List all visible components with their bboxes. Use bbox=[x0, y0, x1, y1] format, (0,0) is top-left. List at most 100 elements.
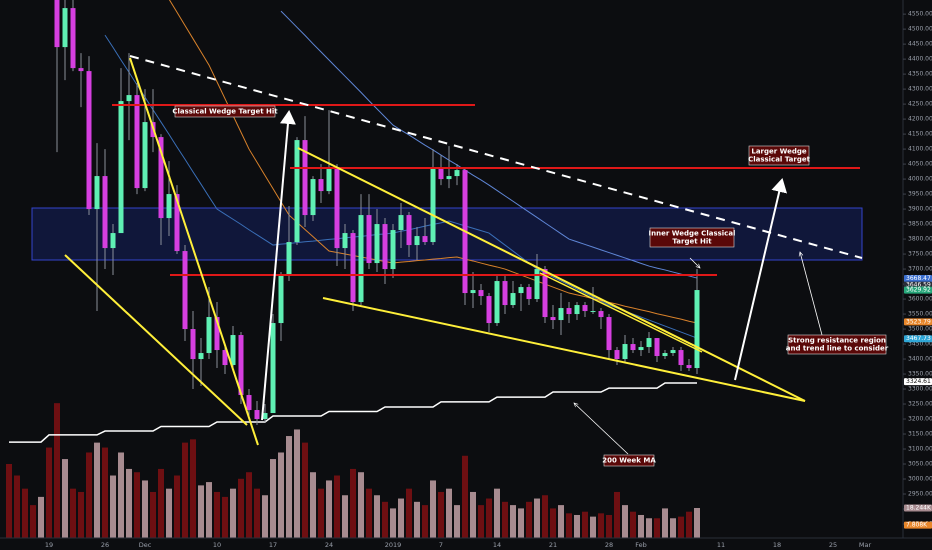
candle-body bbox=[310, 179, 316, 216]
volume-bar bbox=[462, 455, 468, 538]
price-tag-label: 3646.59 bbox=[906, 282, 931, 289]
candle-body bbox=[126, 95, 132, 102]
candle-body bbox=[230, 335, 236, 366]
candle-body bbox=[54, 0, 60, 48]
volume-bar bbox=[94, 442, 100, 538]
y-tick-label: 4300.00 bbox=[908, 86, 932, 93]
volume-bar bbox=[78, 491, 84, 538]
y-tick-label: 4550.00 bbox=[908, 11, 932, 18]
volume-bar bbox=[350, 468, 356, 538]
volume-bar bbox=[118, 452, 124, 538]
dashed-trendline bbox=[129, 55, 863, 259]
volume-bar bbox=[358, 472, 364, 538]
candle-body bbox=[534, 269, 540, 300]
x-tick-label: 25 bbox=[829, 541, 837, 549]
annotation-text: Strong resistance region bbox=[788, 337, 886, 345]
y-tick-label: 3700.00 bbox=[908, 266, 932, 273]
candle-body bbox=[110, 233, 116, 249]
annotation-text: 200 Week MA bbox=[602, 457, 656, 465]
candle-body bbox=[86, 71, 92, 210]
volume-bar bbox=[406, 488, 412, 538]
candle-body bbox=[662, 353, 668, 357]
volume-bar bbox=[310, 472, 316, 538]
y-tick-label: 3800.00 bbox=[908, 236, 932, 243]
candle-body bbox=[654, 338, 660, 357]
candle-body bbox=[590, 311, 596, 313]
volume-bar bbox=[646, 518, 652, 538]
y-tick-label: 4350.00 bbox=[908, 71, 932, 78]
x-tick-label: 17 bbox=[269, 541, 277, 549]
candle-body bbox=[278, 275, 284, 324]
candle-body bbox=[182, 251, 188, 330]
volume-bar bbox=[398, 498, 404, 538]
y-tick-label: 3750.00 bbox=[908, 251, 932, 258]
volume-bar bbox=[270, 459, 276, 538]
arrow bbox=[574, 403, 629, 455]
wedge-line bbox=[539, 272, 703, 353]
volume-bar bbox=[494, 488, 500, 538]
volume-bar bbox=[102, 447, 108, 538]
candle-body bbox=[166, 194, 172, 219]
candle-body bbox=[214, 317, 220, 351]
y-tick-label: 4000.00 bbox=[908, 176, 932, 183]
volume-pane bbox=[6, 403, 700, 538]
candle-body bbox=[566, 308, 572, 315]
y-tick-label: 3900.00 bbox=[908, 206, 932, 213]
candle-body bbox=[254, 410, 260, 420]
annotation-text: Inner Wedge Classical bbox=[649, 230, 736, 238]
volume-bar bbox=[446, 488, 452, 538]
x-tick-label: 14 bbox=[493, 541, 501, 549]
y-tick-label: 3300.00 bbox=[908, 386, 932, 393]
candle-body bbox=[550, 317, 556, 321]
volume-bar bbox=[326, 480, 332, 538]
volume-bar bbox=[502, 501, 508, 538]
candle-body bbox=[286, 242, 292, 276]
volume-bar bbox=[694, 507, 700, 538]
volume-bar bbox=[246, 472, 252, 538]
x-tick-label: 26 bbox=[101, 541, 109, 549]
candle-body bbox=[398, 215, 404, 231]
volume-bar bbox=[686, 511, 692, 538]
candle-body bbox=[382, 224, 388, 270]
candle-body bbox=[430, 167, 436, 243]
volume-bar bbox=[518, 508, 524, 538]
volume-bar bbox=[30, 505, 36, 538]
y-tick-label: 3200.00 bbox=[908, 416, 932, 423]
y-tick-label: 4100.00 bbox=[908, 146, 932, 153]
y-tick-label: 3400.00 bbox=[908, 356, 932, 363]
candle-body bbox=[478, 290, 484, 297]
candle-body bbox=[670, 350, 676, 354]
candle-body bbox=[78, 68, 84, 72]
candle-body bbox=[262, 413, 268, 420]
volume-bar bbox=[670, 518, 676, 538]
annotation-box bbox=[748, 145, 810, 166]
candle-body bbox=[102, 176, 108, 249]
volume-bar bbox=[542, 495, 548, 538]
volume-bar bbox=[438, 491, 444, 538]
candle-body bbox=[438, 167, 444, 180]
volume-bar bbox=[662, 508, 668, 538]
volume-bar bbox=[566, 513, 572, 538]
drawings bbox=[64, 55, 863, 455]
arrow bbox=[689, 257, 700, 268]
volume-bar bbox=[366, 488, 372, 538]
candle-body bbox=[446, 176, 452, 180]
candle-body bbox=[342, 233, 348, 249]
candle-body bbox=[366, 215, 372, 264]
price-tag bbox=[904, 318, 932, 326]
candle-body bbox=[318, 179, 324, 192]
candle-body bbox=[606, 317, 612, 351]
candle-body bbox=[470, 290, 476, 294]
volume-bar bbox=[550, 508, 556, 538]
y-tick-label: 3250.00 bbox=[908, 401, 932, 408]
volume-bar bbox=[590, 516, 596, 538]
volume-bar bbox=[582, 511, 588, 538]
x-tick-label: 2019 bbox=[385, 541, 402, 549]
resistance-region bbox=[31, 207, 863, 261]
y-tick-label: 3100.00 bbox=[908, 446, 932, 453]
volume-bar bbox=[574, 514, 580, 538]
candle-body bbox=[422, 236, 428, 243]
y-tick-label: 4250.00 bbox=[908, 101, 932, 108]
x-tick-label: Dec bbox=[139, 541, 152, 549]
candle-body bbox=[374, 224, 380, 264]
